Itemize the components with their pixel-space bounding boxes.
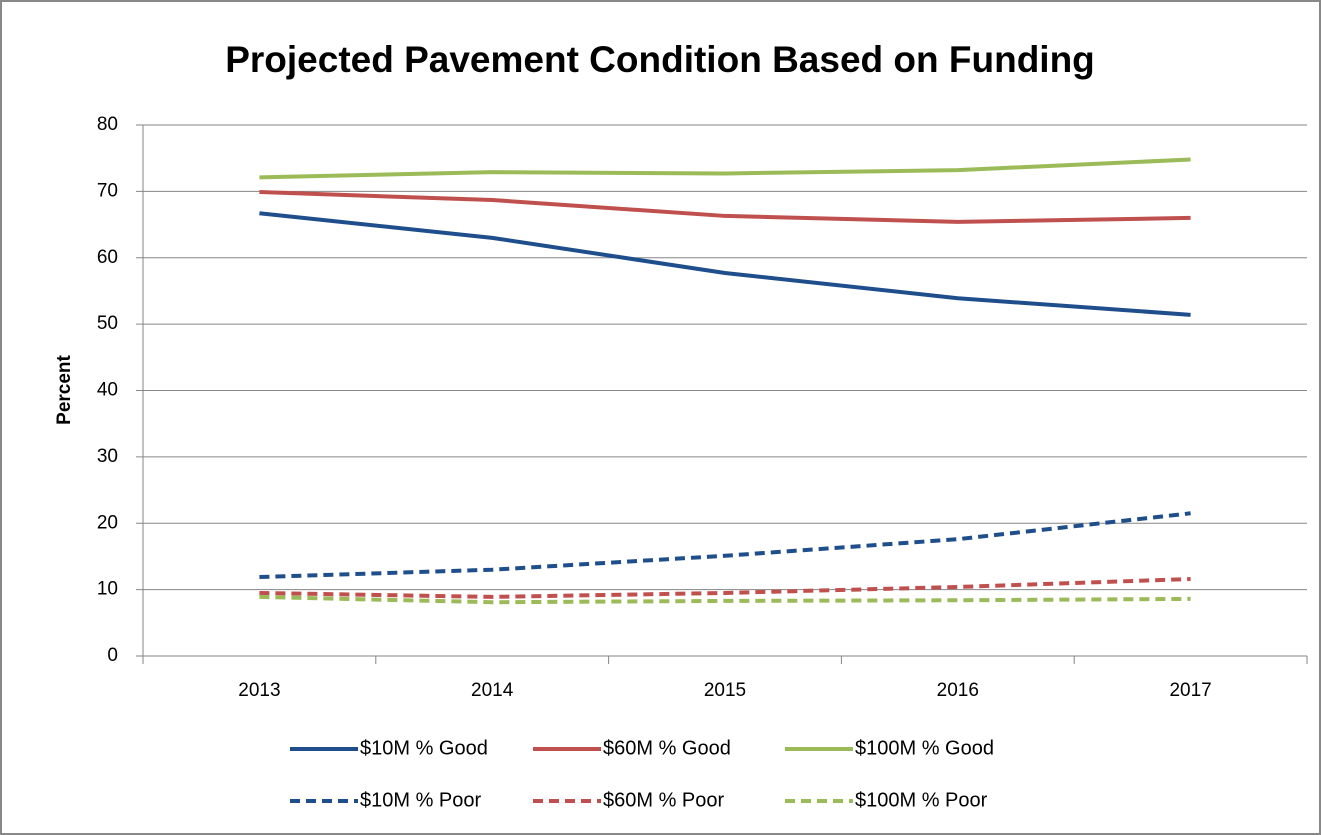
series-line [259, 190, 1191, 224]
series-line [259, 211, 1191, 317]
series-line [259, 594, 1191, 605]
legend-label: $60M % Good [603, 737, 731, 759]
y-tick-label: 0 [107, 645, 118, 666]
x-tick-label: 2013 [238, 680, 280, 701]
x-tick-label: 2015 [704, 680, 746, 701]
y-tick-label: 10 [97, 579, 118, 600]
y-tick-label: 70 [97, 180, 118, 201]
y-tick-label: 60 [97, 247, 118, 268]
legend-label: $10M % Poor [360, 789, 482, 811]
chart-title: Projected Pavement Condition Based on Fu… [225, 39, 1095, 80]
series-line [259, 511, 1191, 580]
y-tick-label: 20 [97, 512, 118, 533]
y-tick-label: 30 [97, 446, 118, 467]
y-tick-label: 40 [97, 380, 118, 401]
x-tick-label: 2017 [1169, 680, 1211, 701]
y-tick-label: 80 [97, 114, 118, 135]
y-axis-label: Percent [54, 354, 75, 424]
legend-label: $10M % Good [360, 737, 488, 759]
legend-label: $100M % Good [855, 737, 994, 759]
x-tick-label: 2016 [937, 680, 979, 701]
x-tick-label: 2014 [471, 680, 514, 701]
y-tick-label: 50 [97, 313, 118, 334]
legend-label: $100M % Poor [855, 789, 988, 811]
legend-label: $60M % Poor [603, 789, 725, 811]
series-line [259, 157, 1191, 180]
series-line [259, 577, 1191, 599]
